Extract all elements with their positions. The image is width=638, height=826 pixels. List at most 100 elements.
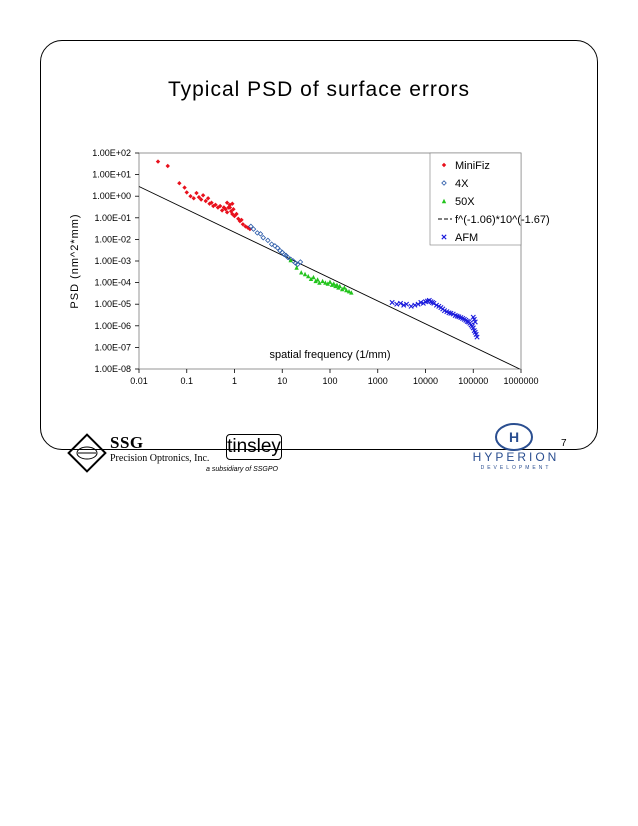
x-tick-label: 1000: [368, 376, 388, 386]
slide-title: Typical PSD of surface errors: [167, 78, 471, 101]
point-minifiz: [231, 207, 236, 212]
point-minifiz: [223, 207, 228, 212]
x-tick-label: 100: [322, 376, 337, 386]
point-minifiz: [245, 225, 251, 230]
point-minifiz: [184, 190, 189, 195]
x-tick-label: 1000000: [503, 376, 538, 386]
point-afm: [472, 319, 478, 325]
x-tick-label: 0.01: [130, 376, 148, 386]
slide-frame: [40, 40, 598, 450]
point-afm: [415, 301, 421, 307]
point-minifiz: [200, 193, 206, 198]
tinsley-subtitle: a subsidiary of SSGPO: [206, 466, 278, 473]
legend-item-minifiz-label: MiniFiz: [455, 160, 490, 172]
point-minifiz: [239, 217, 244, 223]
point-50x: [337, 283, 342, 289]
point-50x: [288, 257, 293, 263]
point-minifiz: [209, 200, 214, 205]
legend-item-50x-label: 50X: [455, 196, 475, 208]
point-4x: [248, 223, 254, 230]
y-tick-label: 1.00E+00: [92, 191, 131, 201]
point-minifiz: [213, 202, 218, 207]
page-number: 7: [561, 438, 567, 449]
y-tick-label: 1.00E-06: [94, 321, 131, 331]
ssg-logo-icon: [67, 433, 107, 473]
y-tick-label: 1.00E-08: [94, 364, 131, 374]
point-minifiz: [205, 196, 211, 201]
point-minifiz: [203, 198, 208, 204]
point-afm: [394, 301, 400, 307]
point-minifiz: [217, 203, 223, 209]
point-50x: [344, 287, 349, 293]
x-tick-label: 10: [277, 376, 287, 386]
legend-item-fit-label: f^(-1.06)*10^(-1.67): [455, 214, 550, 226]
point-4x: [284, 254, 291, 260]
point-minifiz: [188, 194, 193, 199]
point-4x: [294, 261, 301, 268]
point-50x: [342, 285, 347, 290]
point-minifiz: [224, 210, 230, 215]
hyperion-subtitle: DEVELOPMENT: [480, 465, 552, 471]
point-50x: [339, 286, 345, 292]
y-tick-label: 1.00E+02: [92, 148, 131, 158]
point-4x: [268, 241, 275, 247]
point-4x: [272, 243, 278, 249]
point-minifiz: [243, 224, 248, 229]
point-50x: [334, 282, 340, 287]
hyperion-name: HYPERION: [472, 450, 560, 464]
point-50x: [315, 277, 320, 282]
point-50x: [329, 282, 335, 287]
point-minifiz: [232, 213, 237, 219]
y-axis-label: PSD (nm^2*mm): [69, 213, 81, 308]
x-tick-label: 100000: [458, 376, 488, 386]
legend-item-4x-label: 4X: [455, 178, 469, 190]
x-axis-label: spatial frequency (1/mm): [269, 349, 390, 361]
point-50x: [349, 290, 354, 295]
point-minifiz: [191, 196, 196, 201]
point-4x: [257, 231, 264, 237]
point-afm: [401, 302, 407, 308]
fit-line: [138, 186, 520, 370]
legend-item-afm-swatch: [441, 234, 447, 240]
y-tick-label: 1.00E-02: [94, 234, 131, 244]
point-4x: [274, 245, 281, 251]
point-50x: [299, 270, 304, 275]
point-4x: [260, 234, 267, 241]
point-50x: [317, 280, 322, 285]
point-50x: [306, 273, 311, 279]
legend-item-minifiz-swatch: [441, 162, 447, 168]
point-minifiz: [177, 180, 182, 186]
point-afm: [408, 303, 414, 309]
ssg-name: SSG: [110, 433, 144, 452]
point-minifiz: [227, 205, 233, 210]
y-tick-label: 1.00E-04: [94, 278, 131, 288]
y-tick-label: 1.00E-03: [94, 256, 131, 266]
legend-item-50x-swatch: [441, 198, 447, 204]
point-minifiz: [219, 208, 225, 213]
hyperion-logo-icon: H: [495, 423, 533, 451]
svg-text:H: H: [509, 429, 519, 445]
point-minifiz: [240, 222, 246, 227]
point-50x: [311, 274, 316, 280]
y-tick-label: 1.00E+01: [92, 170, 131, 180]
point-50x: [327, 279, 333, 284]
point-minifiz: [234, 211, 239, 217]
x-tick-label: 1: [232, 376, 237, 386]
point-minifiz: [155, 159, 161, 164]
point-50x: [308, 276, 314, 281]
point-4x: [250, 226, 257, 232]
point-50x: [302, 271, 308, 277]
point-50x: [294, 265, 299, 270]
tinsley-logo: tinsley: [226, 434, 282, 460]
point-4x: [265, 237, 271, 244]
x-tick-label: 10000: [413, 376, 438, 386]
point-50x: [320, 278, 325, 284]
point-4x: [297, 259, 304, 265]
point-50x: [331, 281, 336, 286]
point-50x: [313, 278, 318, 284]
point-minifiz: [224, 200, 230, 205]
legend-item-4x-swatch: [441, 180, 447, 186]
point-minifiz: [211, 203, 216, 209]
point-50x: [323, 280, 328, 285]
point-50x: [346, 288, 352, 294]
